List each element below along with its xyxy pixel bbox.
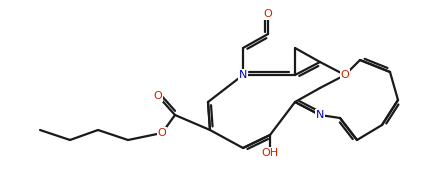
Text: O: O bbox=[157, 128, 166, 138]
Text: OH: OH bbox=[261, 148, 279, 158]
Text: O: O bbox=[341, 70, 349, 80]
Text: O: O bbox=[264, 9, 273, 19]
Text: N: N bbox=[239, 70, 247, 80]
Text: O: O bbox=[153, 91, 162, 101]
Text: N: N bbox=[316, 110, 324, 120]
